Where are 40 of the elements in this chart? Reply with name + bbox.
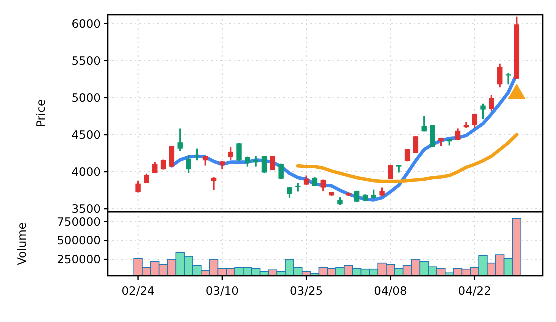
- candlestick: [404, 148, 410, 162]
- candlestick: [136, 180, 141, 194]
- y-tick-label: 5000: [72, 90, 101, 105]
- y-tick-label: 500000: [57, 234, 101, 248]
- candlestick: [202, 155, 208, 167]
- candlestick: [270, 155, 276, 172]
- x-tick-label: 03/10: [206, 284, 240, 298]
- candlestick: [186, 154, 192, 174]
- x-tick-label: 02/24: [122, 284, 155, 298]
- candlestick: [489, 94, 494, 112]
- x-tick-label: 04/22: [458, 284, 492, 298]
- candlestick: [144, 173, 150, 184]
- candlestick: [228, 146, 234, 161]
- y-tick-label: 4500: [72, 128, 101, 142]
- y-axis-title: Price: [34, 99, 48, 128]
- x-tick-label: 04/08: [374, 284, 408, 298]
- candlestick: [236, 142, 242, 162]
- candlestick: [211, 176, 217, 192]
- y-tick-label: 750000: [57, 214, 101, 229]
- candlestick: [194, 148, 200, 162]
- candlestick: [480, 103, 486, 120]
- candlestick: [413, 135, 419, 154]
- y-tick-label: 4000: [72, 165, 101, 180]
- y-axis-title: Volume: [15, 222, 29, 266]
- y-tick-label: 6000: [72, 16, 101, 31]
- candlestick: [422, 116, 427, 132]
- line-series: [296, 133, 519, 184]
- y-tick-label: 5500: [72, 54, 101, 68]
- y-tick-label: 3500: [72, 202, 101, 216]
- candlestick: [472, 113, 478, 130]
- y-tick-label: 250000: [57, 252, 101, 267]
- candlestick: [169, 145, 175, 168]
- candlestick: [388, 164, 394, 180]
- candlestick: [304, 174, 310, 186]
- x-tick-label: 03/25: [290, 284, 324, 298]
- candlestick: [287, 186, 292, 199]
- candlestick: [497, 63, 503, 88]
- candlestick: [178, 128, 183, 152]
- candlestick: [430, 124, 436, 148]
- candlestick: [262, 155, 268, 174]
